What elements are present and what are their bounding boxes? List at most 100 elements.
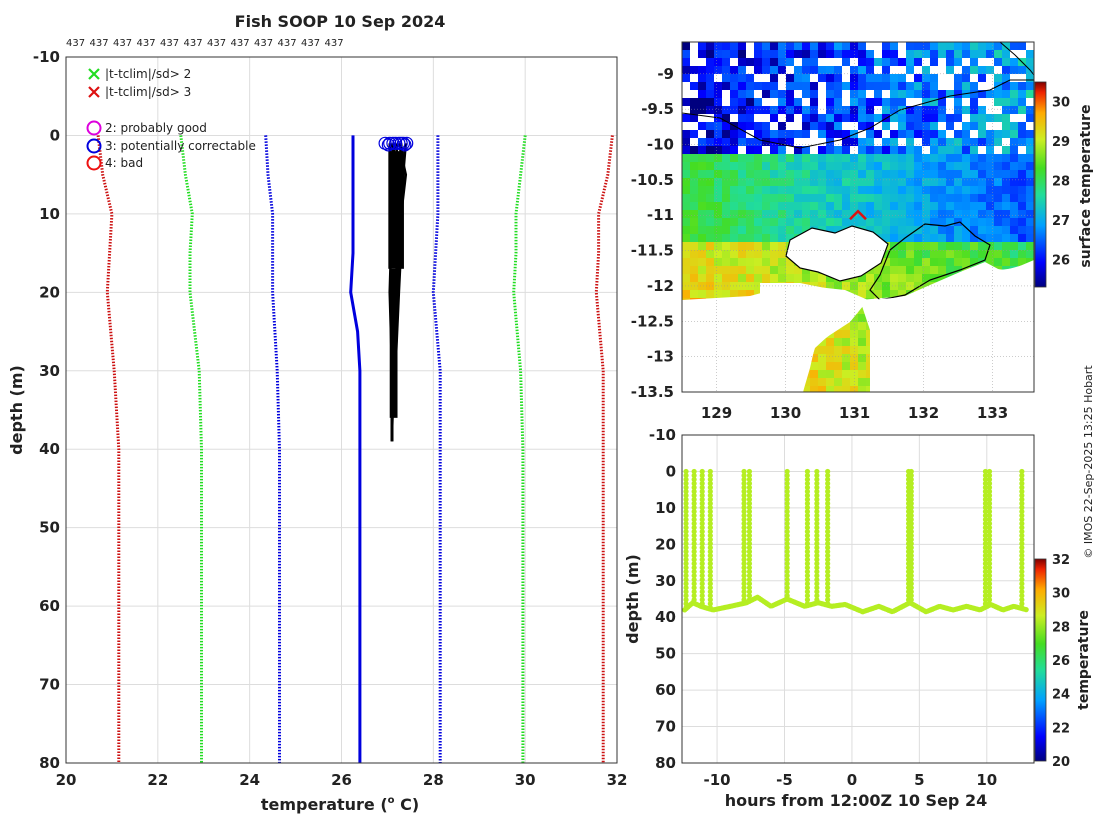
dt-point [784, 532, 790, 539]
sst-cell [762, 58, 770, 66]
sst-cell [826, 194, 834, 202]
sst-cell [794, 178, 802, 186]
dt-point [699, 581, 705, 587]
sst-cell [954, 50, 962, 58]
sst-cell [842, 50, 850, 58]
dt-point [908, 573, 914, 579]
sst-cell [794, 202, 802, 210]
sst-cell [842, 378, 850, 386]
sst-cell [826, 226, 834, 234]
dt-point [707, 524, 713, 531]
sst-cell [866, 290, 874, 298]
dt-point [746, 569, 753, 575]
sst-cell [970, 122, 978, 130]
dt-point [825, 480, 831, 487]
dt-point [741, 472, 747, 479]
sst-cell [970, 210, 978, 218]
dt-point [707, 565, 713, 571]
sst-cell [922, 106, 930, 114]
sst-cell [954, 90, 962, 98]
dt-point [784, 520, 790, 527]
dt-point [986, 468, 993, 475]
sst-cell [898, 82, 906, 90]
sst-cell [818, 114, 826, 122]
sst-cell [818, 370, 826, 378]
sst-cell [850, 50, 858, 58]
sst-cell [938, 50, 946, 58]
dt-point [1019, 480, 1025, 487]
sst-cell [690, 274, 698, 282]
sst-cell [882, 218, 890, 226]
sst-cell [850, 154, 858, 162]
sst-cell [1002, 130, 1010, 138]
dt-point [707, 545, 713, 551]
sst-cell [930, 98, 938, 106]
dt-point [825, 500, 831, 507]
sst-cell [1018, 186, 1026, 194]
sst-cell [778, 130, 786, 138]
sst-cell [754, 194, 762, 202]
sst-cell [954, 130, 962, 138]
dt-point [825, 528, 831, 535]
sst-cell [762, 82, 770, 90]
sst-cell [722, 266, 730, 274]
sst-cell [690, 178, 698, 186]
sst-cell [946, 50, 954, 58]
sst-cell [826, 338, 834, 346]
sst-cell [866, 98, 874, 106]
sst-cell [762, 242, 770, 250]
sst-cell [818, 170, 826, 178]
sst-cell [946, 154, 954, 162]
sst-cell [730, 138, 738, 146]
sst-cell [858, 274, 866, 282]
dt-point [982, 484, 989, 491]
dt-point [982, 492, 989, 499]
sst-cell [1026, 130, 1034, 138]
sst-cell [970, 82, 978, 90]
sst-cell [746, 186, 754, 194]
sst-cell [698, 146, 706, 154]
sst-cell [682, 274, 690, 282]
dt-point [691, 593, 697, 599]
sst-cell [714, 162, 722, 170]
sst-cell [770, 218, 778, 226]
sst-cell [1010, 242, 1018, 250]
sst-cell [962, 122, 970, 130]
sst-cell [994, 58, 1002, 66]
sst-cell [698, 258, 706, 266]
sst-cell [754, 242, 762, 250]
sst-cell [698, 66, 706, 74]
dt-point [784, 589, 790, 595]
sst-cell [834, 194, 842, 202]
sst-cell [906, 226, 914, 234]
sst-cell [938, 170, 946, 178]
dt-point [707, 504, 713, 511]
sst-cell [1026, 106, 1034, 114]
sst-cell [978, 66, 986, 74]
sst-cell [946, 218, 954, 226]
sst-cell [834, 170, 842, 178]
sst-cell [778, 226, 786, 234]
sst-cell [914, 258, 922, 266]
sst-cell [914, 154, 922, 162]
sst-cell [818, 282, 826, 290]
sst-cell [850, 98, 858, 106]
sst-cell [906, 170, 914, 178]
x-tick-label: 22 [147, 771, 168, 789]
sst-cell [714, 202, 722, 210]
dt-point [741, 500, 747, 507]
dt-y-tick-label: 0 [666, 462, 676, 480]
dt-point [707, 589, 713, 595]
sst-cell [914, 210, 922, 218]
sst-cell [938, 186, 946, 194]
sst-cell [882, 146, 890, 154]
sst-cell [954, 170, 962, 178]
count-label: 437 [278, 38, 297, 49]
sst-cell [898, 234, 906, 242]
sst-cell [714, 138, 722, 146]
dt-point [908, 472, 914, 479]
sst-cell [994, 210, 1002, 218]
dt-point [982, 585, 989, 591]
sst-cell [938, 106, 946, 114]
dt-point [691, 581, 697, 587]
